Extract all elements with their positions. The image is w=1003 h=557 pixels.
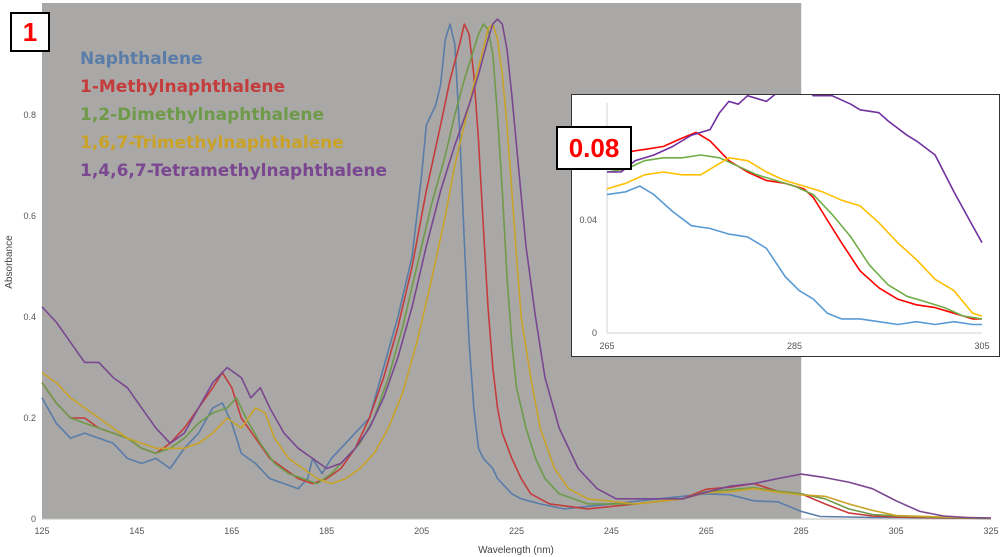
- inset-x-tick-label: 265: [599, 341, 614, 351]
- legend-entry-1-6-7-trimethylnaphthalene: 1,6,7-Trimethylnaphthalene: [80, 133, 344, 153]
- series-line-1-6-7-trimethylnaphthalene: [41, 23, 992, 519]
- legend-entry-1-methylnaphthalene: 1-Methylnaphthalene: [80, 77, 285, 97]
- inset-series-line-1-6-7-trimethylnaphthalene: [606, 157, 983, 317]
- x-tick-label: 185: [319, 526, 334, 536]
- inset-series-line-1-4-6-7-tetramethylnaphthalene: [607, 95, 983, 243]
- inset-series-line-1-2-dimethylnaphthalene: [606, 154, 983, 320]
- y-axis-title: Absorbance: [4, 235, 15, 289]
- x-tick-label: 305: [889, 526, 904, 536]
- series-line-1-methylnaphthalene: [41, 23, 992, 520]
- inset-scale-badge: 0.08: [556, 126, 632, 170]
- x-tick-label: 225: [509, 526, 524, 536]
- x-tick-label: 125: [34, 526, 49, 536]
- main-series-lines: [41, 18, 992, 520]
- x-tick-label: 205: [414, 526, 429, 536]
- inset-y-tick-label: 0: [592, 328, 597, 338]
- legend-entry-1-4-6-7-tetramethylnaphthalene: 1,4,6,7-Tetramethylnaphthalene: [80, 161, 387, 181]
- figure-number-badge: 1: [10, 12, 50, 52]
- x-tick-label: 165: [224, 526, 239, 536]
- x-axis-title: Wavelength (nm): [478, 545, 554, 556]
- main-y-tick-labels: 0 0.2 0.4 0.6 0.8: [23, 110, 36, 524]
- y-tick-label: 0.6: [23, 211, 36, 221]
- x-tick-label: 325: [983, 526, 998, 536]
- legend: Naphthalene 1-Methylnaphthalene 1,2-Dime…: [80, 49, 387, 181]
- legend-entry-naphthalene: Naphthalene: [80, 49, 203, 69]
- x-tick-label: 145: [129, 526, 144, 536]
- inset-x-tick-label: 285: [787, 341, 802, 351]
- series-line-1-4-6-7-tetramethylnaphthalene: [41, 18, 992, 519]
- y-tick-label: 0.4: [23, 312, 36, 322]
- y-tick-label: 0: [31, 514, 36, 524]
- inset-chart-svg: 265 285 305 00.04: [579, 95, 990, 351]
- inset-y-tick-label: 0.04: [579, 215, 597, 225]
- inset-series-line-1-methylnaphthalene: [606, 131, 982, 320]
- inset-x-tick-label: 305: [974, 341, 989, 351]
- inset-series-lines: [606, 95, 983, 326]
- x-tick-label: 245: [604, 526, 619, 536]
- x-tick-label: 285: [794, 526, 809, 536]
- inset-y-tick-labels: 00.04: [579, 215, 597, 338]
- series-line-naphthalene: [41, 23, 992, 520]
- y-tick-label: 0.2: [23, 413, 36, 423]
- inset-series-line-naphthalene: [606, 185, 982, 326]
- inset-x-tick-labels: 265 285 305: [599, 341, 989, 351]
- main-x-tick-labels: 125 145 165 185 205 225 245 265 285 305 325: [34, 526, 998, 536]
- x-tick-label: 265: [699, 526, 714, 536]
- y-tick-label: 0.8: [23, 110, 36, 120]
- inset-chart: 265 285 305 0 0.04 0.08: [556, 94, 1000, 357]
- legend-entry-1-2-dimethylnaphthalene: 1,2-Dimethylnaphthalene: [80, 105, 324, 125]
